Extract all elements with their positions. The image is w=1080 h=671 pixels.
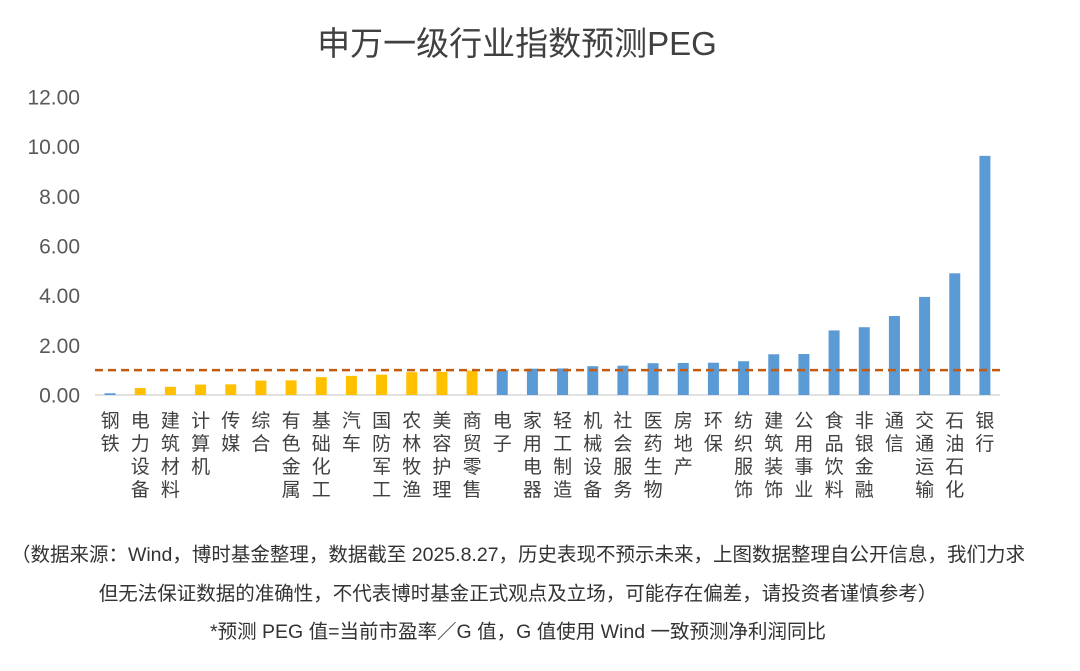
x-tick-label: 非银金融 xyxy=(854,411,874,501)
bar-24 xyxy=(798,354,810,395)
bar-4 xyxy=(195,384,207,395)
peg-definition-note: *预测 PEG 值=当前市盈率／G 值，G 值使用 Wind 一致预测净利润同比 xyxy=(210,621,826,643)
x-tick-label: 有色金属 xyxy=(281,411,301,501)
bar-15 xyxy=(526,368,538,395)
x-tick-label: 商贸零售 xyxy=(462,411,482,501)
x-tick-label: 医药生物 xyxy=(643,411,663,501)
y-tick-label: 10.00 xyxy=(27,136,80,159)
y-tick-label: 6.00 xyxy=(39,236,80,259)
x-tick-label: 美容护理 xyxy=(432,411,452,501)
bar-19 xyxy=(647,363,659,395)
bar-chart: 0.00 2.00 4.00 6.00 8.00 10.00 12.00 钢铁 电力设备 建筑材… xyxy=(27,25,1000,501)
x-tick-label: 机械设备 xyxy=(583,411,603,501)
x-tick-label: 石油石化 xyxy=(945,411,965,501)
y-tick-label: 8.00 xyxy=(39,186,80,209)
y-tick-label: 12.00 xyxy=(27,87,80,110)
bar-17 xyxy=(587,366,599,395)
x-tick-label: 社会服务 xyxy=(613,411,633,501)
bar-28 xyxy=(919,296,931,395)
bar-3 xyxy=(164,386,176,395)
bar-11 xyxy=(406,372,418,395)
bar-16 xyxy=(557,368,569,395)
x-tick-label: 传媒 xyxy=(221,411,241,455)
x-tick-label: 轻工制造 xyxy=(553,411,573,501)
x-tick-label: 计算机 xyxy=(191,411,211,478)
bar-14 xyxy=(496,370,508,395)
bar-27 xyxy=(888,316,900,395)
x-tick-label: 钢铁 xyxy=(100,411,120,455)
y-tick-label: 4.00 xyxy=(39,285,80,308)
y-tick-label: 0.00 xyxy=(39,385,80,408)
x-tick-label: 综合 xyxy=(251,411,271,455)
x-tick-label: 纺织服饰 xyxy=(734,411,754,501)
x-tick-label: 电力设备 xyxy=(130,411,150,501)
bar-8 xyxy=(315,377,327,395)
bar-12 xyxy=(436,371,448,395)
x-tick-label: 国防军工 xyxy=(372,411,392,501)
x-tick-label: 电子 xyxy=(492,411,512,455)
plot-area: 0.00 2.00 4.00 6.00 8.00 10.00 12.00 xyxy=(27,87,1000,408)
bar-20 xyxy=(677,362,689,395)
bar-10 xyxy=(376,374,388,395)
x-tick-label: 公用事业 xyxy=(794,411,814,501)
bar-23 xyxy=(768,354,780,395)
source-note-line-1: （数据来源：Wind，博时基金整理，数据截至 2025.8.27，历史表现不预示… xyxy=(10,544,1026,566)
x-tick-label: 建筑材料 xyxy=(160,411,180,501)
x-tick-label: 环保 xyxy=(703,411,723,455)
x-tick-label: 农林牧渔 xyxy=(402,411,422,501)
x-tick-label: 房地产 xyxy=(673,411,693,478)
bar-30 xyxy=(979,155,991,395)
bar-29 xyxy=(949,273,961,395)
bar-2 xyxy=(134,388,146,395)
x-tick-label: 建筑装饰 xyxy=(764,411,784,501)
source-note-line-2: 但无法保证数据的准确性，不代表博时基金正式观点及立场，可能存在偏差，请投资者谨慎… xyxy=(98,582,938,605)
bar-1 xyxy=(104,393,116,395)
bar-5 xyxy=(225,384,237,395)
chart-title: 申万一级行业指数预测PEG xyxy=(317,25,717,62)
footnotes: （数据来源：Wind，博时基金整理，数据截至 2025.8.27，历史表现不预示… xyxy=(0,536,1036,652)
bar-18 xyxy=(617,365,629,395)
x-tick-label: 食品饮料 xyxy=(824,411,844,501)
bar-21 xyxy=(707,362,719,395)
x-tick-label: 通信 xyxy=(884,411,904,455)
bar-6 xyxy=(255,380,267,395)
bar-26 xyxy=(858,327,870,395)
x-tick-label: 银行 xyxy=(975,411,995,455)
x-tick-label: 交通运输 xyxy=(915,411,935,501)
x-axis-labels: 钢铁 电力设备 建筑材料 计算机 传媒 综合 有色金属 基础化工 汽车 国防军工 农林牧渔 美容护理商… xyxy=(100,411,995,501)
bar-25 xyxy=(828,330,840,395)
bar-9 xyxy=(345,375,357,395)
x-tick-label: 家用电器 xyxy=(522,411,542,501)
x-tick-label: 汽车 xyxy=(341,411,361,455)
bar-13 xyxy=(466,370,478,395)
y-tick-label: 2.00 xyxy=(39,335,80,358)
bar-7 xyxy=(285,380,297,395)
x-tick-label: 基础化工 xyxy=(311,411,331,501)
bar-22 xyxy=(738,361,750,395)
